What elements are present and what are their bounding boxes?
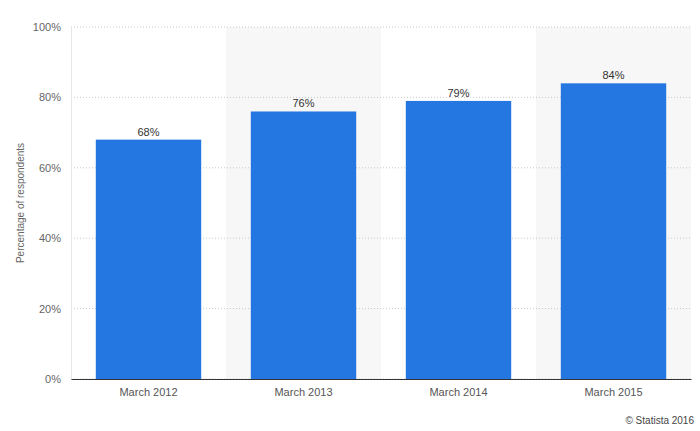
x-axis: March 2012 March 2013 March 2014 March 2015 xyxy=(72,379,692,398)
y-axis: 0% 20% 40% 60% 80% 100% xyxy=(33,21,72,385)
x-tick: March 2014 xyxy=(429,379,487,398)
y-tick-label: 60% xyxy=(39,162,61,174)
bar xyxy=(96,140,201,379)
data-label: 68% xyxy=(137,126,159,138)
data-labels: 68% 76% 79% 84% xyxy=(137,69,624,137)
y-axis-title: Percentage of respondents xyxy=(15,143,26,263)
grid xyxy=(71,27,691,379)
plot: 0%20%40%60%80%100%March 2012March 2013Ma… xyxy=(33,21,692,398)
y-tick: 0% xyxy=(45,373,71,385)
data-label: 84% xyxy=(602,69,624,81)
grid-line xyxy=(71,27,691,28)
y-tick-label: 0% xyxy=(45,373,61,385)
y-tick-label: 40% xyxy=(39,232,61,244)
band xyxy=(536,27,691,379)
x-tick-label: March 2013 xyxy=(274,386,332,398)
x-tick: March 2013 xyxy=(274,379,332,398)
y-tick: 80% xyxy=(39,91,71,103)
y-tick: 100% xyxy=(33,21,71,33)
x-tick-label: March 2012 xyxy=(119,386,177,398)
y-tick: 60% xyxy=(39,162,71,174)
y-tick-label: 100% xyxy=(33,21,61,33)
chart: 0%20%40%60%80%100%March 2012March 2013Ma… xyxy=(0,0,700,431)
bar xyxy=(561,83,666,379)
y-tick: 20% xyxy=(39,303,71,315)
x-tick-label: March 2015 xyxy=(584,386,642,398)
source: © Statista 2016 xyxy=(625,415,694,426)
bar xyxy=(251,111,356,379)
background-bands xyxy=(226,27,691,379)
x-tick: March 2012 xyxy=(119,379,177,398)
y-tick-label: 20% xyxy=(39,303,61,315)
x-tick: March 2015 xyxy=(584,379,642,398)
bars xyxy=(96,83,666,379)
x-axis-line xyxy=(72,379,692,380)
bar xyxy=(406,101,511,379)
data-label: 76% xyxy=(292,97,314,109)
band xyxy=(226,27,381,379)
y-tick: 40% xyxy=(39,232,71,244)
data-label: 79% xyxy=(447,87,469,99)
y-axis-line xyxy=(71,28,72,380)
y-tick-label: 80% xyxy=(39,91,61,103)
x-tick-label: March 2014 xyxy=(429,386,487,398)
